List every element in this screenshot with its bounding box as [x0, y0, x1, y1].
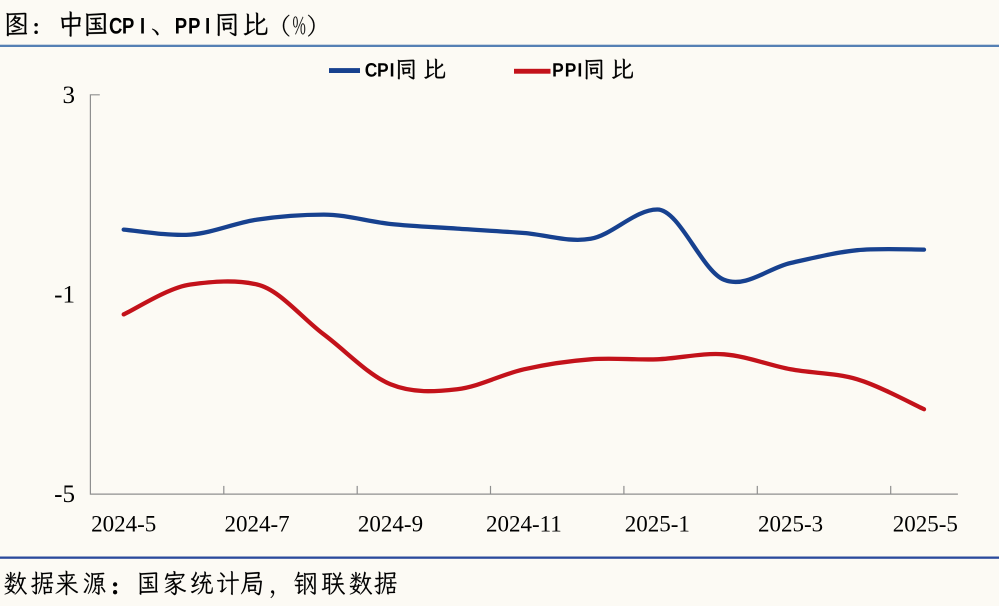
svg-text:2025-3: 2025-3: [758, 511, 823, 536]
svg-text:3: 3: [63, 82, 76, 109]
svg-text:2024-7: 2024-7: [225, 511, 290, 536]
svg-text:2024-11: 2024-11: [486, 511, 562, 536]
svg-text:2024-9: 2024-9: [358, 511, 423, 536]
svg-text:2025-5: 2025-5: [893, 511, 958, 536]
svg-text:2025-1: 2025-1: [625, 511, 690, 536]
svg-text:-1: -1: [54, 282, 75, 309]
svg-text:2024-5: 2024-5: [91, 511, 156, 536]
svg-text:-5: -5: [54, 481, 75, 508]
